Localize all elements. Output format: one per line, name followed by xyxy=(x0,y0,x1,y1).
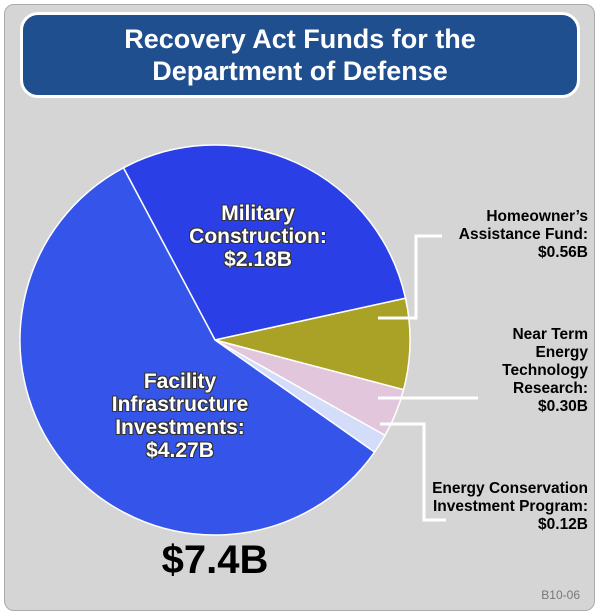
total-label: $7.4B xyxy=(161,538,269,582)
leader-line xyxy=(378,234,442,320)
slice-label: Military Construction: $2.18B xyxy=(189,202,327,271)
slice-label: Facility Infrastructure Investments: $4.2… xyxy=(111,370,249,462)
chart-title: Recovery Act Funds for the Department of… xyxy=(20,12,580,98)
leader-line xyxy=(380,422,446,522)
slice-label: Near Term Energy Technology Research: $0.… xyxy=(502,326,588,415)
slice-label: Energy Conservation Investment Program: … xyxy=(432,480,588,533)
leader-lines xyxy=(378,234,478,522)
footnote: B10-06 xyxy=(541,588,580,602)
slice-label: Homeowner’s Assistance Fund: $0.56B xyxy=(458,208,588,261)
pie-slice xyxy=(122,144,407,341)
pie-slice xyxy=(19,166,376,536)
